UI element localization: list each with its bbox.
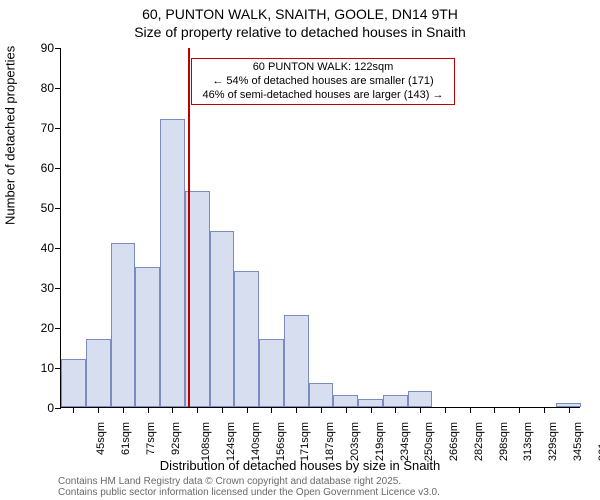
annotation-box: 60 PUNTON WALK: 122sqm ← 54% of detached… xyxy=(191,58,455,105)
x-tick-label: 345sqm xyxy=(572,422,584,461)
y-tick-label: 30 xyxy=(14,281,54,295)
y-tick-label: 60 xyxy=(14,161,54,175)
y-tick xyxy=(55,48,61,49)
histogram-bar xyxy=(358,399,383,407)
x-tick-label: 234sqm xyxy=(399,422,411,461)
x-tick-label: 250sqm xyxy=(423,422,435,461)
histogram-bar xyxy=(234,271,259,407)
y-tick xyxy=(55,248,61,249)
x-tick xyxy=(73,407,74,413)
x-tick-label: 77sqm xyxy=(145,422,157,455)
x-tick-label: 45sqm xyxy=(95,422,107,455)
y-tick-label: 40 xyxy=(14,241,54,255)
x-tick-label: 124sqm xyxy=(225,422,237,461)
x-tick xyxy=(445,407,446,413)
x-tick xyxy=(569,407,570,413)
x-tick-label: 329sqm xyxy=(547,422,559,461)
y-tick xyxy=(55,88,61,89)
x-axis-title: Distribution of detached houses by size … xyxy=(0,458,600,473)
x-tick xyxy=(494,407,495,413)
x-tick xyxy=(420,407,421,413)
x-tick-label: 266sqm xyxy=(448,422,460,461)
x-tick xyxy=(222,407,223,413)
histogram-bar xyxy=(284,315,309,407)
footer-line1: Contains HM Land Registry data © Crown c… xyxy=(58,476,440,487)
y-tick xyxy=(55,168,61,169)
chart-container: 60, PUNTON WALK, SNAITH, GOOLE, DN14 9TH… xyxy=(0,0,600,500)
chart-title-line1: 60, PUNTON WALK, SNAITH, GOOLE, DN14 9TH xyxy=(0,6,600,22)
x-tick-label: 219sqm xyxy=(374,422,386,461)
x-tick xyxy=(123,407,124,413)
x-tick-label: 282sqm xyxy=(473,422,485,461)
x-tick xyxy=(247,407,248,413)
x-tick-label: 187sqm xyxy=(324,422,336,461)
x-tick xyxy=(98,407,99,413)
histogram-bar xyxy=(333,395,358,407)
x-tick-label: 171sqm xyxy=(300,422,312,461)
histogram-bar xyxy=(259,339,284,407)
annotation-line1: 60 PUNTON WALK: 122sqm xyxy=(196,61,450,75)
x-tick xyxy=(197,407,198,413)
y-tick-label: 90 xyxy=(14,41,54,55)
x-tick xyxy=(544,407,545,413)
y-tick-label: 20 xyxy=(14,321,54,335)
annotation-line3: 46% of semi-detached houses are larger (… xyxy=(196,89,450,103)
x-tick xyxy=(470,407,471,413)
footer-attribution: Contains HM Land Registry data © Crown c… xyxy=(58,476,440,498)
histogram-bar xyxy=(383,395,408,407)
footer-line2: Contains public sector information licen… xyxy=(58,487,440,498)
x-tick xyxy=(346,407,347,413)
x-tick-label: 298sqm xyxy=(498,422,510,461)
y-tick xyxy=(55,328,61,329)
x-tick-label: 156sqm xyxy=(275,422,287,461)
x-tick-label: 108sqm xyxy=(201,422,213,461)
x-tick-label: 92sqm xyxy=(170,422,182,455)
y-axis-title: Number of detached properties xyxy=(3,46,18,225)
annotation-line2: ← 54% of detached houses are smaller (17… xyxy=(196,75,450,89)
x-tick xyxy=(519,407,520,413)
y-tick xyxy=(55,208,61,209)
y-tick-label: 10 xyxy=(14,361,54,375)
x-tick-label: 61sqm xyxy=(120,422,132,455)
y-tick xyxy=(55,408,61,409)
x-tick xyxy=(271,407,272,413)
x-tick-label: 140sqm xyxy=(250,422,262,461)
plot-area: 60 PUNTON WALK: 122sqm ← 54% of detached… xyxy=(60,48,580,408)
x-tick xyxy=(371,407,372,413)
x-tick xyxy=(296,407,297,413)
histogram-bar xyxy=(111,243,136,407)
histogram-bar xyxy=(135,267,160,407)
histogram-bar xyxy=(86,339,111,407)
histogram-bar xyxy=(61,359,86,407)
x-tick-label: 313sqm xyxy=(522,422,534,461)
histogram-bar xyxy=(210,231,235,407)
histogram-bar xyxy=(309,383,334,407)
x-tick-label: 203sqm xyxy=(349,422,361,461)
x-tick xyxy=(395,407,396,413)
x-tick xyxy=(321,407,322,413)
histogram-bar xyxy=(160,119,185,407)
y-tick xyxy=(55,128,61,129)
y-tick-label: 0 xyxy=(14,401,54,415)
y-tick-label: 50 xyxy=(14,201,54,215)
y-tick-label: 80 xyxy=(14,81,54,95)
x-tick xyxy=(148,407,149,413)
y-tick xyxy=(55,288,61,289)
histogram-bar xyxy=(408,391,433,407)
x-tick xyxy=(172,407,173,413)
chart-title-line2: Size of property relative to detached ho… xyxy=(0,24,600,40)
y-tick-label: 70 xyxy=(14,121,54,135)
